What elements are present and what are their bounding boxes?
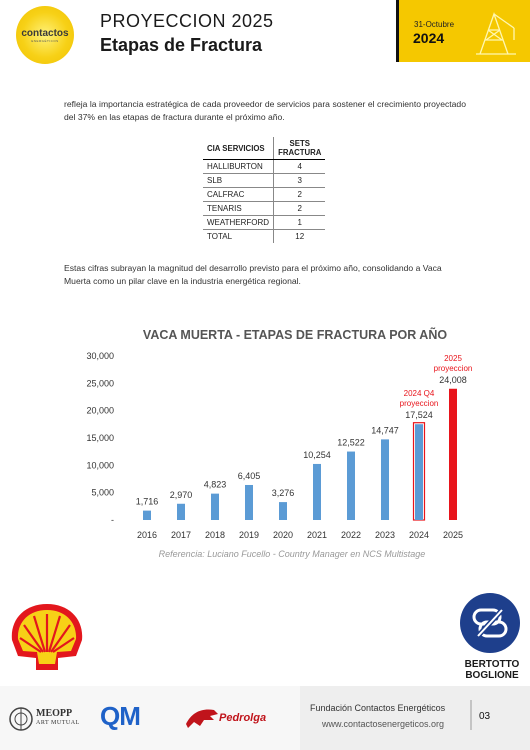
bar [347, 451, 355, 520]
footer-organization: Fundación Contactos Energéticos [310, 703, 446, 713]
bar-value-label: 1,716 [136, 497, 159, 507]
page-title: PROYECCION 2025 [100, 11, 274, 31]
x-tick-label: 2022 [341, 530, 361, 540]
logo-subtext: ENERGÉTICOS [31, 39, 59, 43]
bar-annotation: 2024 Q4 [404, 389, 435, 398]
bertotto-boglione-logo [460, 593, 520, 653]
fracture-stages-chart: VACA MUERTA - ETAPAS DE FRACTURA POR AÑO… [86, 327, 473, 559]
qm-logo: QM [100, 701, 141, 731]
header-year: 2024 [413, 30, 445, 46]
closing-paragraph: Estas cifras subrayan la magnitud del de… [64, 263, 442, 286]
meopp-emblem-icon [9, 707, 33, 731]
chart-title: VACA MUERTA - ETAPAS DE FRACTURA POR AÑO [143, 327, 447, 342]
bar-value-label: 4,823 [204, 480, 227, 490]
bar-annotation: proyeccion [434, 364, 473, 373]
table-row: HALLIBURTON 4 [203, 159, 326, 174]
header-date: 31-Octubre [414, 20, 455, 29]
footer-sponsors-area [0, 686, 300, 750]
table-row: WEATHERFORD 1 [203, 215, 326, 230]
bar [177, 503, 185, 520]
pedrolga-dragon-icon [186, 709, 218, 728]
header-divider [396, 0, 399, 62]
x-tick-label: 2020 [273, 530, 293, 540]
x-tick-label: 2017 [171, 530, 191, 540]
bar [381, 439, 389, 520]
oil-rig-icon [476, 12, 516, 55]
chart-reference: Referencia: Luciano Fucello - Country Ma… [159, 549, 426, 559]
table-row: TENARIS 2 [203, 201, 326, 216]
cell-sets: 2 [273, 187, 326, 202]
cell-sets: 2 [273, 201, 326, 216]
x-tick-label: 2016 [137, 530, 157, 540]
cell-company: WEATHERFORD [203, 215, 274, 230]
y-tick-label: - [111, 515, 114, 525]
bar-value-label: 14,747 [371, 425, 399, 435]
y-tick-label: 5,000 [91, 488, 114, 498]
cell-company: TENARIS [203, 201, 274, 216]
x-tick-label: 2023 [375, 530, 395, 540]
bar-value-label: 2,970 [170, 490, 193, 500]
bar [279, 502, 287, 520]
bar-annotation: proyeccion [400, 399, 439, 408]
bar-value-label: 6,405 [238, 471, 261, 481]
x-tick-label: 2021 [307, 530, 327, 540]
intro-paragraph: refleja la importancia estratégica de ca… [64, 99, 466, 122]
table-row: SLB 3 [203, 173, 326, 188]
bar [211, 493, 219, 520]
cell-company: HALLIBURTON [203, 159, 274, 174]
meopp-logo: MEOPP [36, 708, 73, 719]
y-tick-label: 30,000 [86, 351, 114, 361]
cell-company: CALFRAC [203, 187, 274, 202]
col-header-company: CIA SERVICIOS [203, 137, 274, 160]
footer-website-link[interactable]: www.contactosenergeticos.org [322, 719, 445, 729]
meopp-subtext: ART MUTUAL [36, 720, 80, 726]
x-tick-label: 2018 [205, 530, 225, 540]
cell-sets: 1 [273, 215, 326, 230]
bar [313, 463, 321, 520]
page-subtitle: Etapas de Fractura [100, 35, 263, 55]
bar [449, 388, 457, 520]
x-tick-label: 2024 [409, 530, 429, 540]
table-header-row: CIA SERVICIOS SETS FRACTURA [203, 137, 326, 160]
bar-value-label: 17,524 [405, 410, 433, 420]
x-tick-label: 2019 [239, 530, 259, 540]
y-tick-label: 20,000 [86, 406, 114, 416]
bar [143, 510, 151, 520]
contactos-logo [16, 6, 74, 64]
service-companies-table: CIA SERVICIOS SETS FRACTURA HALLIBURTON 4… [203, 137, 326, 243]
y-tick-label: 10,000 [86, 460, 114, 470]
bar [245, 484, 253, 520]
cell-sets: 3 [273, 173, 326, 188]
y-tick-label: 15,000 [86, 433, 114, 443]
cell-company: SLB [203, 173, 274, 188]
bertotto-text: BERTOTTO [464, 659, 520, 670]
bar-value-label: 12,522 [337, 438, 365, 448]
page-number-bracket [470, 700, 472, 730]
bar-value-label: 3,276 [272, 488, 295, 498]
boglione-text: BOGLIONE [465, 670, 519, 681]
cell-total-value: 12 [273, 229, 326, 243]
bar-value-label: 24,008 [439, 375, 467, 385]
shell-logo [11, 604, 83, 670]
table-row: CALFRAC 2 [203, 187, 326, 202]
x-tick-label: 2025 [443, 530, 463, 540]
table-total-row: TOTAL 12 [203, 229, 326, 243]
cell-total-label: TOTAL [207, 232, 233, 241]
logo-text: contactos [21, 28, 69, 39]
bar-annotation: 2025 [444, 354, 462, 363]
col-header-sets: SETS FRACTURA [273, 137, 326, 160]
bar [415, 424, 423, 520]
pedrolga-logo: Pedrolga [219, 712, 267, 724]
cell-sets: 4 [273, 159, 326, 174]
y-tick-label: 25,000 [86, 378, 114, 388]
page-number: 03 [479, 711, 491, 722]
bar-value-label: 10,254 [303, 450, 331, 460]
